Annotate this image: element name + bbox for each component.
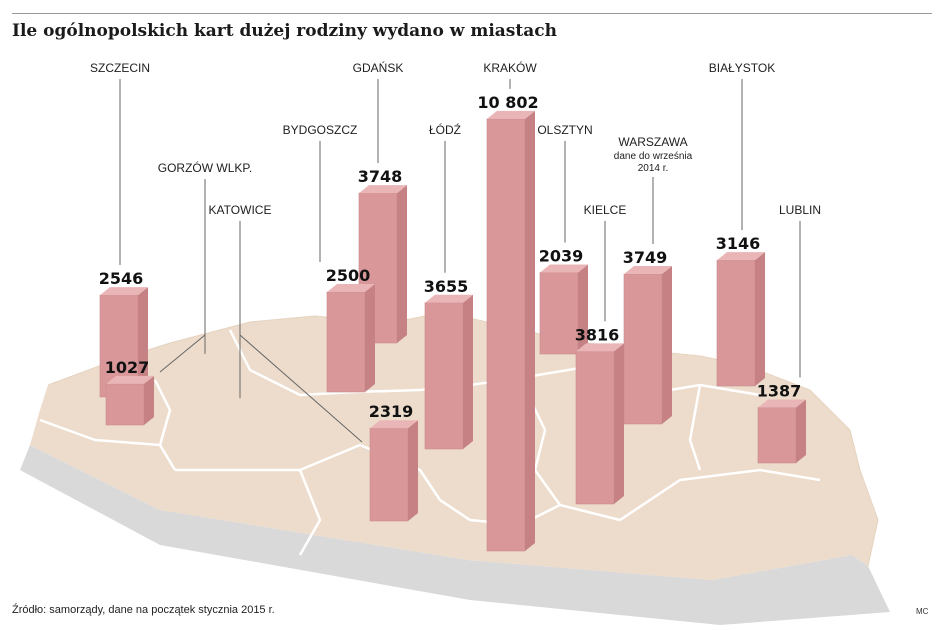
bar-side [578, 264, 588, 354]
bar-top [100, 287, 148, 296]
value-label: 1387 [757, 382, 802, 401]
city-label: ŁÓDŹ [429, 122, 461, 137]
bar-gda-sk [358, 185, 407, 344]
city-label: KRAKÓW [483, 60, 537, 75]
bar--d- [424, 294, 473, 450]
bar-top [758, 399, 806, 408]
map-side-edge [20, 445, 890, 625]
bar-front [326, 291, 366, 393]
city-label: BIAŁYSTOK [709, 61, 775, 75]
bars-layer [99, 110, 806, 552]
bar-warszawa [623, 266, 672, 425]
bar-front [757, 407, 797, 464]
value-label: 2500 [326, 266, 371, 285]
value-label: 1027 [105, 358, 150, 377]
leader-line [159, 334, 206, 373]
value-label: 2039 [539, 246, 584, 265]
value-label: 3748 [358, 167, 403, 186]
bar-gorz-w-wlkp- [105, 375, 154, 426]
bar-side [614, 343, 624, 504]
city-label: KIELCE [584, 203, 627, 217]
note-label: dane do września [614, 151, 693, 162]
bar-front [424, 302, 464, 450]
city-label: GORZÓW WLKP. [158, 160, 252, 175]
bar-kielce [575, 343, 624, 505]
author-credit: MC [916, 607, 929, 616]
bar-side [463, 294, 473, 449]
value-label: 2546 [99, 269, 144, 288]
chart-title: Ile ogólnopolskich kart dużej rodziny wy… [12, 21, 557, 41]
leader-line [239, 334, 363, 443]
region-borders [39, 329, 821, 556]
bar-top [576, 343, 624, 352]
note-label: 2014 r. [638, 163, 669, 174]
bar-top [106, 375, 154, 384]
bar-olsztyn [539, 264, 588, 355]
bar-side [796, 399, 806, 463]
value-label: 3816 [575, 325, 620, 344]
bar-front [358, 192, 398, 344]
value-label: 3655 [424, 277, 469, 296]
city-label: KATOWICE [209, 203, 272, 217]
city-label: WARSZAWA [618, 135, 687, 149]
bar-side [755, 252, 765, 386]
top-rule [12, 13, 932, 14]
bar-top [717, 252, 765, 261]
bar-front [575, 351, 615, 505]
city-label: OLSZTYN [537, 123, 592, 137]
bar-side [408, 420, 418, 521]
bar-side [365, 284, 375, 392]
bar-front [716, 259, 756, 387]
bar-side [525, 110, 535, 552]
bar-top [487, 110, 535, 119]
city-label: LUBLIN [779, 203, 821, 217]
bar-top [425, 294, 473, 303]
value-label: 10 802 [477, 93, 538, 112]
bar-lublin [757, 399, 806, 464]
bar-front [623, 273, 663, 425]
bar-side [144, 375, 154, 425]
bar-top [327, 284, 375, 292]
bar-katowice [369, 420, 418, 522]
bar-top [624, 266, 672, 275]
city-label: BYDGOSZCZ [283, 123, 358, 137]
value-label: 3749 [623, 248, 668, 267]
bar-bydgoszcz [326, 284, 375, 393]
city-label: GDAŃSK [353, 60, 404, 75]
bar-side [662, 266, 672, 424]
bar-bia-ystok [716, 252, 765, 387]
labels-layer: 3748 GDAŃSK 2039 OLSZTYN 3146 BIAŁYSTOK 2500 BY… [90, 60, 821, 443]
bar-krak-w [486, 110, 535, 552]
bar-top [370, 420, 418, 429]
bar-top [540, 264, 588, 273]
bar-front [486, 118, 526, 552]
value-label: 2319 [369, 402, 414, 421]
bar-front [105, 383, 145, 426]
source-note: Źródło: samorządy, dane na początek styc… [12, 604, 275, 616]
bar-side [138, 287, 148, 397]
value-label: 3146 [716, 234, 761, 253]
bar-front [539, 272, 579, 355]
bar-front [369, 427, 409, 522]
city-label: SZCZECIN [90, 61, 150, 75]
bar-top [359, 185, 407, 194]
bar-side [397, 185, 407, 343]
